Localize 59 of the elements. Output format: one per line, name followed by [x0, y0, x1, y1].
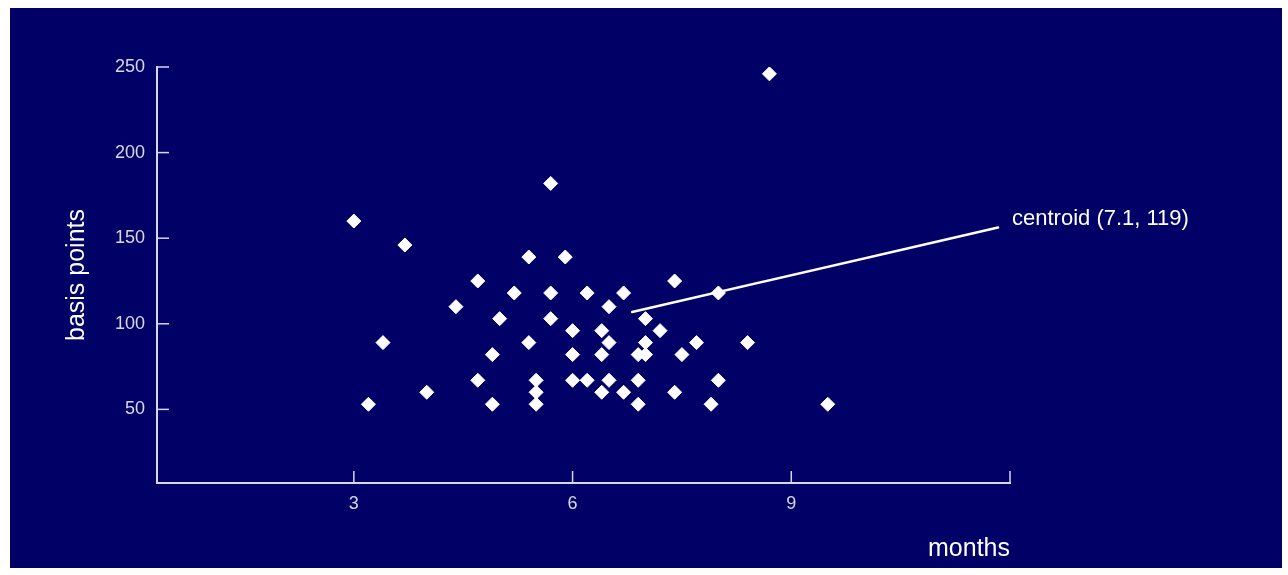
point	[703, 396, 719, 412]
point	[637, 311, 653, 327]
point	[470, 372, 486, 388]
y-tick-label: 150	[114, 227, 145, 248]
point	[579, 372, 595, 388]
point	[601, 335, 617, 351]
point	[506, 285, 522, 301]
point	[601, 299, 617, 315]
point	[689, 335, 704, 351]
point	[674, 347, 690, 363]
point	[360, 396, 376, 412]
x-tick-label: 6	[567, 492, 578, 513]
point	[761, 67, 777, 82]
point	[543, 311, 559, 327]
point	[492, 311, 508, 327]
point	[820, 396, 836, 412]
point	[543, 175, 559, 191]
point	[528, 396, 544, 412]
y-tick-label: 200	[114, 141, 145, 162]
point	[557, 249, 573, 265]
point	[397, 237, 413, 253]
point	[528, 372, 544, 388]
y-tick-label: 250	[114, 55, 145, 76]
point	[419, 384, 435, 400]
point	[630, 396, 646, 412]
point	[528, 384, 544, 400]
x-tick-label: 9	[786, 492, 797, 513]
point	[630, 372, 646, 388]
point	[637, 335, 653, 351]
point	[484, 347, 500, 363]
point	[594, 384, 610, 400]
point	[616, 285, 632, 301]
point	[543, 285, 559, 301]
point	[375, 335, 391, 351]
point	[346, 213, 362, 229]
point	[594, 323, 610, 339]
y-tick-label: 50	[124, 398, 145, 419]
text: centroid (7.1, 119)	[1012, 204, 1189, 230]
point	[448, 299, 464, 315]
point	[484, 396, 500, 412]
x-axis-title: months	[928, 532, 1010, 561]
point	[521, 335, 537, 351]
point	[565, 323, 581, 339]
point	[710, 372, 726, 388]
point	[667, 273, 683, 289]
point	[601, 372, 617, 388]
y-axis-title: basis points	[60, 208, 89, 342]
point	[594, 347, 610, 363]
point	[652, 323, 668, 339]
point	[740, 335, 756, 351]
point	[565, 347, 581, 363]
point	[565, 372, 581, 388]
point	[579, 285, 595, 301]
point	[616, 384, 632, 400]
y-tick-label: 100	[114, 312, 145, 333]
x-tick-label: 3	[348, 492, 359, 513]
point	[667, 384, 683, 400]
point	[470, 273, 486, 289]
point	[521, 249, 537, 265]
